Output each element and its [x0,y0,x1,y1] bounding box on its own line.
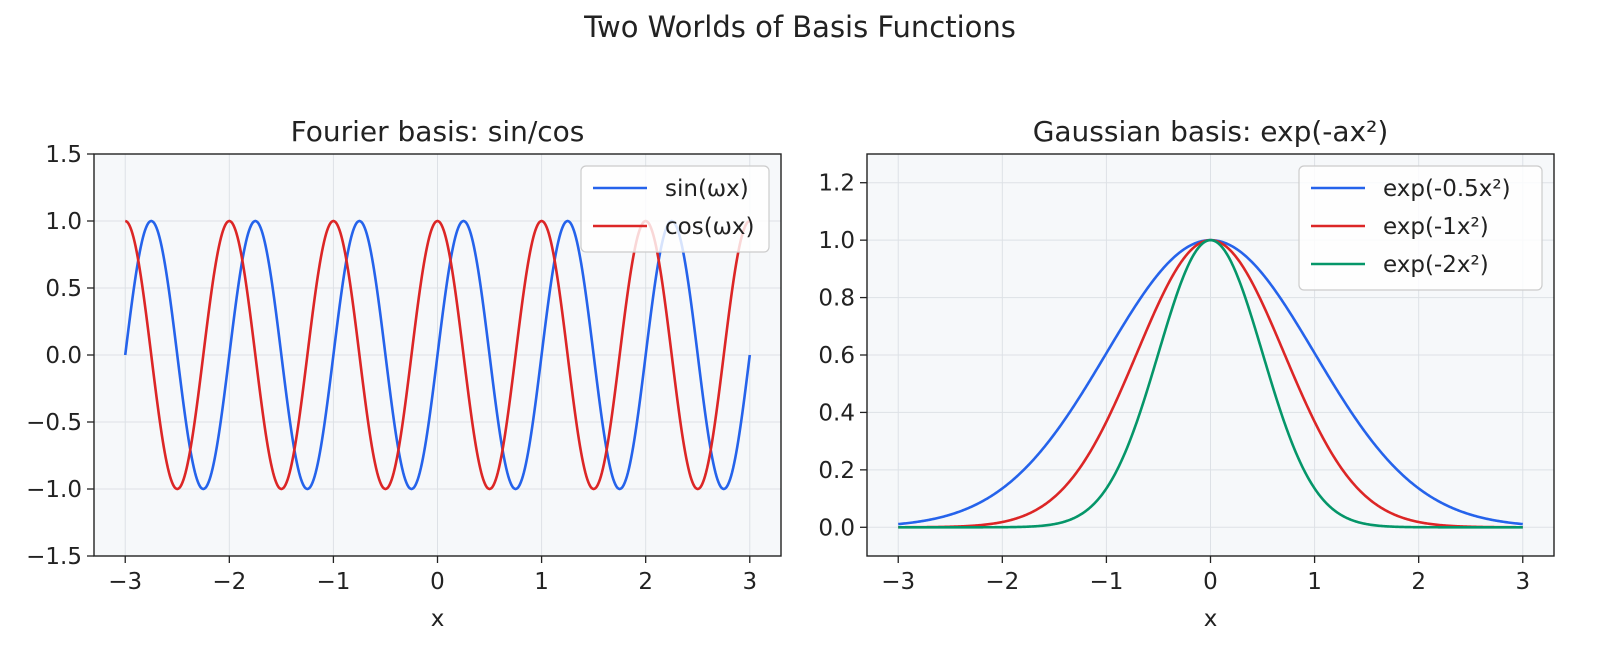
fourier-ytick-label: −1.0 [26,477,82,503]
fourier-xtick-label: −1 [316,569,350,595]
gaussian-xtick-label: 1 [1307,569,1322,595]
fourier-xlabel: x [431,606,445,632]
fourier-series-line-0 [123,219,752,491]
gaussian-legend-label: exp(-2x²) [1383,252,1489,278]
gaussian-xlabel: x [1204,606,1218,632]
gaussian-xtick-label: 2 [1411,569,1426,595]
fourier-axes: −3 −2 −1 0 1 2 3 −1.5 −1.0 −0.5 0.0 0.5 1.0 1.5 Fourie… [26,115,782,632]
gaussian-xtick-label: 0 [1203,569,1218,595]
fourier-ytick-label: 1.5 [45,142,82,168]
gaussian-ytick-label: 1.0 [818,228,855,254]
gaussian-ytick-label: 0.8 [818,286,855,312]
fourier-ytick-label: −0.5 [26,410,82,436]
fourier-xtick-label: 3 [742,569,757,595]
gaussian-ytick-label: 0.0 [818,515,855,541]
fourier-xtick-label: −2 [212,569,246,595]
fourier-ytick-label: 1.0 [45,209,82,235]
gaussian-title: Gaussian basis: exp(-ax²) [1033,115,1389,148]
fourier-ytick-label: 0.5 [45,276,82,302]
gaussian-ytick-label: 0.6 [818,343,855,369]
figure-title: Two Worlds of Basis Functions [584,10,1016,44]
gaussian-legend-box [1298,165,1543,291]
fourier-title: Fourier basis: sin/cos [291,115,585,148]
gaussian-ytick-label: 0.4 [818,400,855,426]
fourier-xtick-label: 0 [430,569,445,595]
fourier-legend-label: cos(ωx) [665,214,755,240]
gaussian-ytick-label: 1.2 [818,171,855,197]
fourier-xtick-label: 2 [638,569,653,595]
fourier-ytick-label: −1.5 [26,544,82,570]
gaussian-xtick-label: −3 [881,569,915,595]
gaussian-legend-label: exp(-0.5x²) [1383,176,1511,202]
gaussian-axes: −3 −2 −1 0 1 2 3 0.0 0.2 0.4 0.6 0.8 1.0 1.2 Gaussian … [818,115,1555,632]
gaussian-legend-label: exp(-1x²) [1383,214,1489,240]
fourier-legend-label: sin(ωx) [665,176,749,202]
gaussian-xtick-label: −1 [1089,569,1123,595]
fourier-xtick-label: −3 [108,569,142,595]
gaussian-xtick-label: 3 [1515,569,1530,595]
gaussian-series-line-2 [898,238,1523,529]
gaussian-xtick-label: −2 [985,569,1019,595]
gaussian-legend: exp(-0.5x²) exp(-1x²) exp(-2x²) [1298,165,1543,291]
fourier-legend: sin(ωx) cos(ωx) [580,165,770,253]
fourier-xtick-label: 1 [534,569,549,595]
gaussian-ytick-label: 0.2 [818,458,855,484]
fourier-ytick-label: 0.0 [45,343,82,369]
